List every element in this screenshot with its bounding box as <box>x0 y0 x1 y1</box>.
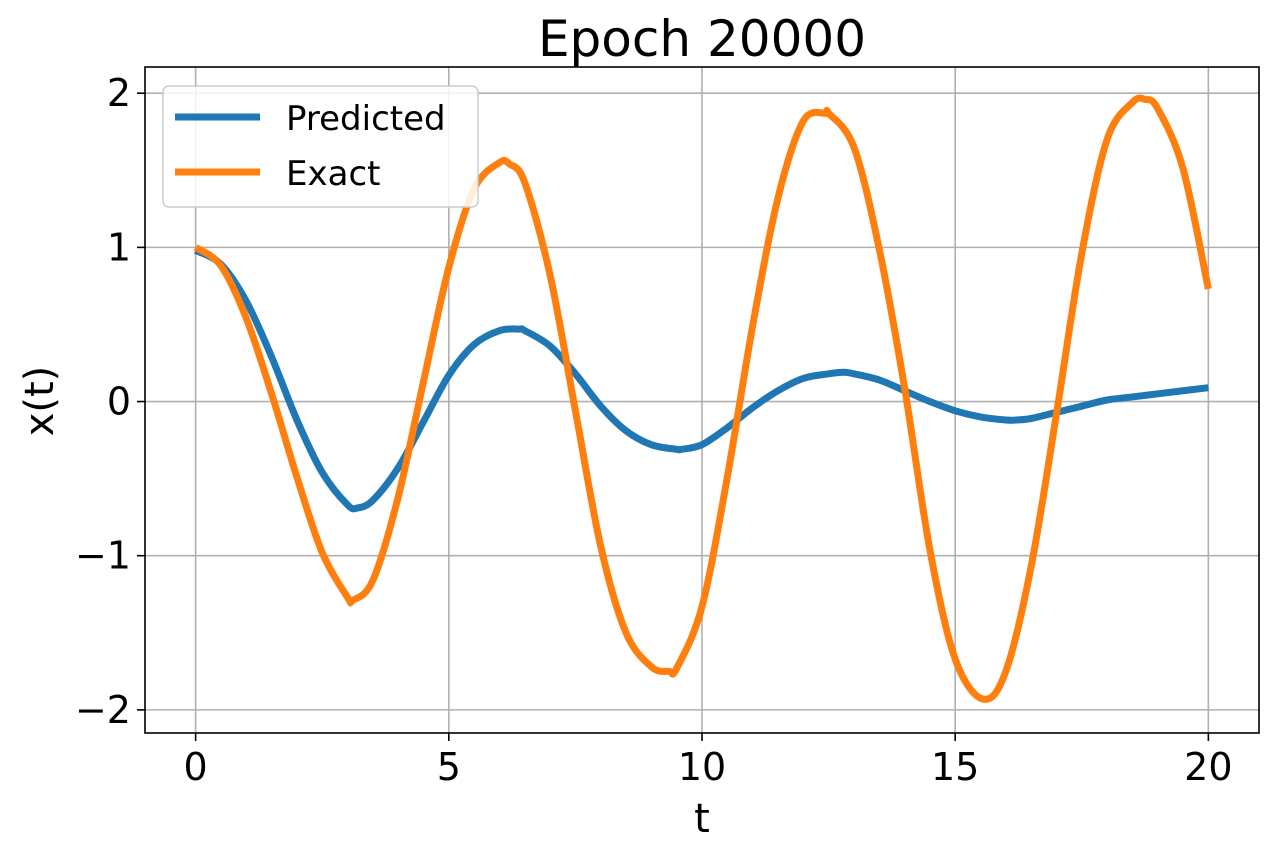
y-tick-label: 0 <box>107 380 131 424</box>
y-tick-label: 1 <box>107 225 131 269</box>
x-tick-label: 10 <box>678 745 726 789</box>
series-line-predicted <box>193 247 1209 513</box>
chart-title: Epoch 20000 <box>538 10 866 68</box>
x-tick-label: 0 <box>184 745 208 789</box>
y-tick-label: −2 <box>75 688 131 732</box>
x-axis-label: t <box>694 796 710 842</box>
axis-ticks: 0 5 10 15 20 −2 −1 0 1 2 <box>75 71 1233 789</box>
plot-lines <box>193 94 1212 703</box>
series-line-exact <box>193 94 1212 703</box>
legend-exact-label: Exact <box>286 154 380 194</box>
legend: Predicted Exact <box>162 85 479 208</box>
grid <box>145 67 1259 733</box>
x-tick-label: 15 <box>931 745 979 789</box>
x-tick-label: 5 <box>437 745 461 789</box>
y-tick-label: 2 <box>107 71 131 115</box>
legend-predicted-label: Predicted <box>286 99 446 139</box>
y-tick-label: −1 <box>75 534 131 578</box>
y-axis-label: x(t) <box>17 366 63 437</box>
x-tick-label: 20 <box>1184 745 1232 789</box>
